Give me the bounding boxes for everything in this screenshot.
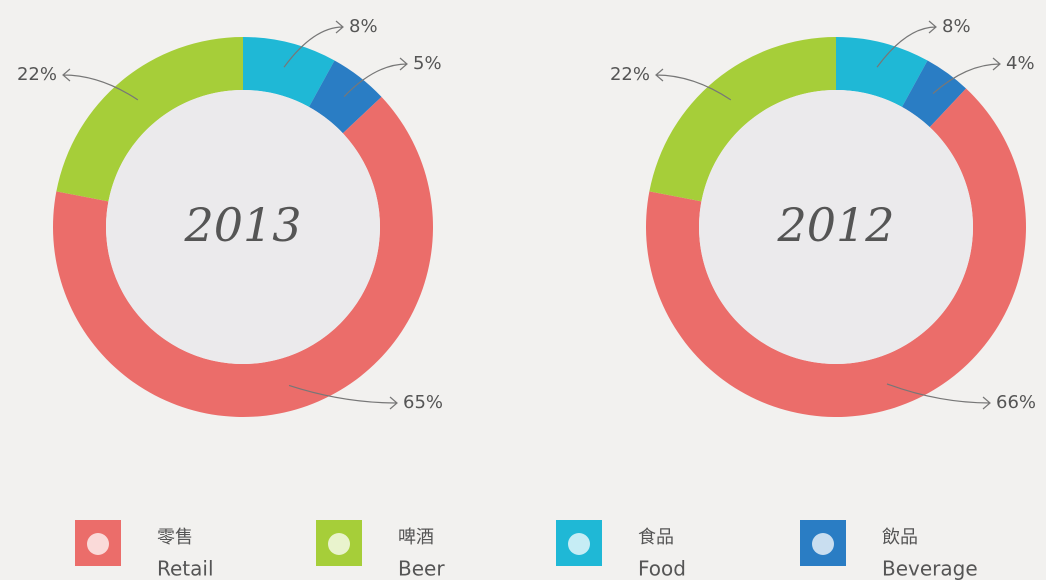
slice [902, 60, 967, 128]
legend-zh: 零售 [157, 527, 193, 548]
value-label: 4% [1006, 53, 1035, 74]
label-arrow [62, 68, 139, 101]
legend-zh: 飲品 [882, 527, 918, 548]
label-arrow [288, 384, 398, 410]
icon-glyph [568, 533, 590, 555]
donut-center [699, 90, 973, 364]
slice [243, 37, 335, 107]
chart-title: 2013 [183, 198, 301, 252]
icon-glyph [328, 533, 350, 555]
legend-en: Food [638, 557, 686, 580]
value-label: 5% [413, 53, 442, 74]
legend-zh: 啤酒 [398, 527, 434, 548]
value-label: 65% [403, 392, 443, 413]
chart-title: 2012 [776, 198, 894, 252]
value-label: 8% [349, 16, 378, 37]
value-label: 22% [610, 64, 650, 85]
label-arrow [886, 383, 991, 410]
icon-glyph [87, 533, 109, 555]
legend-zh: 食品 [638, 527, 674, 548]
legend-en: Beer [398, 557, 445, 580]
label-arrow [343, 57, 408, 98]
label-arrow [876, 20, 937, 68]
value-label: 8% [942, 16, 971, 37]
slice [645, 88, 1026, 417]
legend-en: Retail [157, 557, 214, 580]
label-arrow [655, 68, 732, 101]
slice [309, 60, 382, 134]
slice [56, 37, 244, 202]
label-arrow [283, 20, 344, 68]
slice [649, 37, 836, 202]
value-label: 22% [17, 64, 57, 85]
legend-en: Beverage [882, 557, 978, 580]
donut-center [106, 90, 380, 364]
slice [836, 37, 928, 107]
label-arrow [932, 57, 1001, 94]
value-label: 66% [996, 392, 1036, 413]
slice [53, 96, 433, 418]
icon-glyph [812, 533, 834, 555]
